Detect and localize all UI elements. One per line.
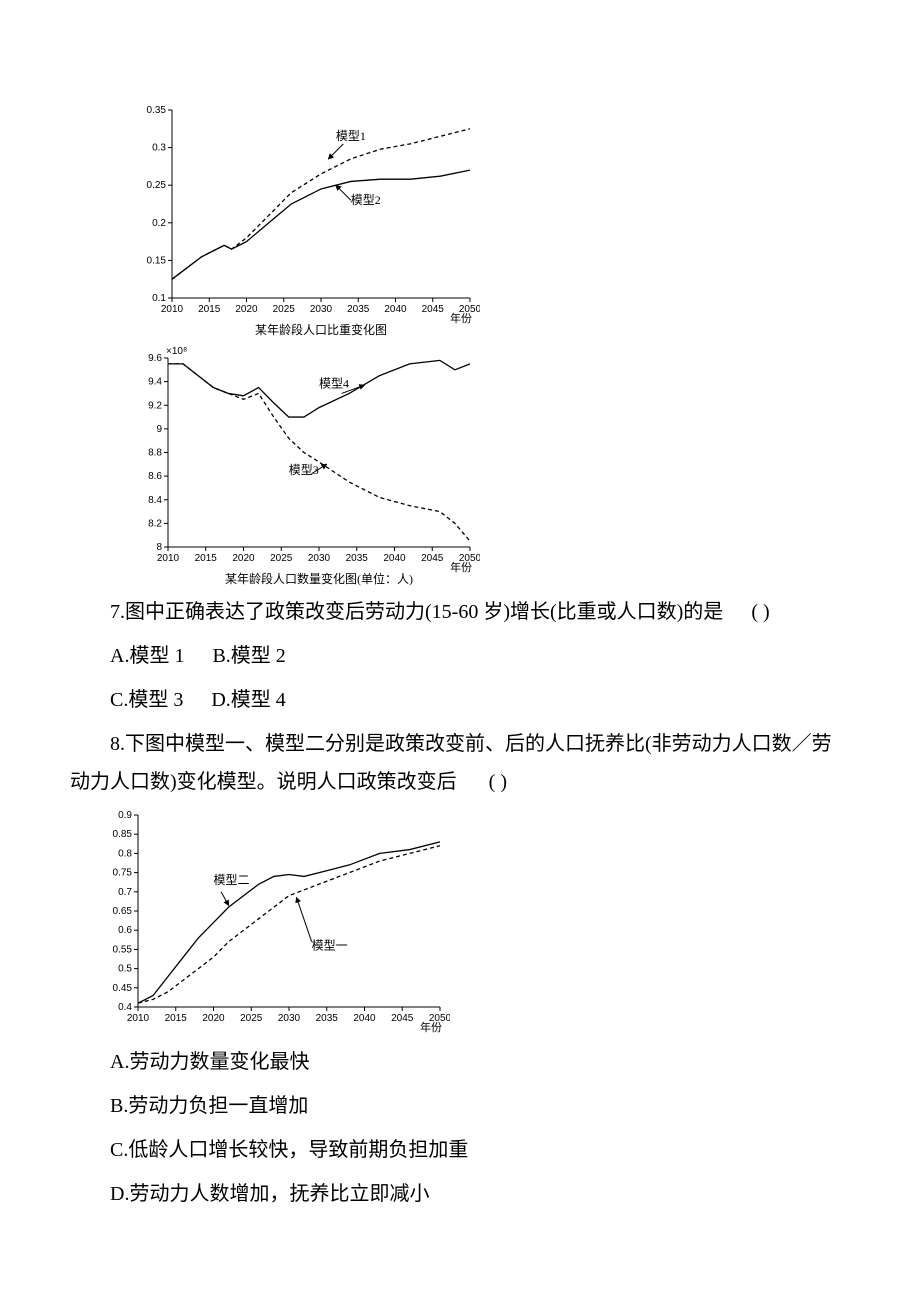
svg-text:8.6: 8.6 bbox=[148, 471, 162, 482]
svg-text:2035: 2035 bbox=[316, 1013, 339, 1024]
svg-text:2035: 2035 bbox=[346, 553, 369, 564]
svg-text:0.2: 0.2 bbox=[152, 218, 166, 229]
q8-paren: ( ) bbox=[489, 771, 507, 793]
q7-stem: 7.图中正确表达了政策改变后劳动力(15-60 岁)增长(比重或人口数)的是 bbox=[110, 601, 723, 623]
svg-text:9.2: 9.2 bbox=[148, 400, 162, 411]
q7-options-cd: C.模型 3 D.模型 4 bbox=[70, 681, 850, 719]
svg-text:模型二: 模型二 bbox=[214, 873, 250, 887]
svg-text:模型1: 模型1 bbox=[336, 129, 366, 143]
q7-paren: ( ) bbox=[751, 601, 769, 623]
svg-text:某年龄段人口比重变化图: 某年龄段人口比重变化图 bbox=[255, 322, 387, 337]
q8-opt-b: B.劳动力负担一直增加 bbox=[70, 1087, 850, 1125]
q8-opt-a: A.劳动力数量变化最快 bbox=[70, 1043, 850, 1081]
svg-text:模型2: 模型2 bbox=[351, 193, 381, 207]
svg-text:0.65: 0.65 bbox=[113, 906, 133, 917]
svg-text:2010: 2010 bbox=[161, 304, 184, 315]
q7-options-ab: A.模型 1 B.模型 2 bbox=[70, 637, 850, 675]
svg-text:2030: 2030 bbox=[310, 304, 333, 315]
svg-text:年份: 年份 bbox=[450, 560, 472, 574]
svg-text:2045: 2045 bbox=[422, 304, 445, 315]
q7-opt-d: D.模型 4 bbox=[211, 689, 285, 711]
q8-stem: 8.下图中模型一、模型二分别是政策改变前、后的人口抚养比(非劳动力人口数／劳动力… bbox=[70, 733, 832, 793]
svg-text:9.4: 9.4 bbox=[148, 377, 162, 388]
svg-text:0.55: 0.55 bbox=[113, 944, 133, 955]
svg-text:9.6: 9.6 bbox=[148, 353, 162, 364]
svg-text:0.35: 0.35 bbox=[147, 105, 167, 116]
svg-text:0.25: 0.25 bbox=[147, 180, 167, 191]
svg-text:2045: 2045 bbox=[421, 553, 444, 564]
svg-text:2015: 2015 bbox=[195, 553, 218, 564]
svg-text:2015: 2015 bbox=[198, 304, 221, 315]
svg-text:0.6: 0.6 bbox=[118, 925, 132, 936]
svg-text:0.85: 0.85 bbox=[113, 829, 133, 840]
q8-opt-c: C.低龄人口增长较快，导致前期负担加重 bbox=[70, 1131, 850, 1169]
svg-text:年份: 年份 bbox=[450, 311, 472, 325]
chart-dependency-ratio: 2010201520202025203020352040204520500.40… bbox=[100, 807, 850, 1037]
svg-text:2035: 2035 bbox=[347, 304, 370, 315]
svg-text:模型3: 模型3 bbox=[289, 463, 319, 477]
svg-text:0.15: 0.15 bbox=[147, 255, 167, 266]
svg-text:×10⁸: ×10⁸ bbox=[166, 346, 187, 357]
svg-text:0.7: 0.7 bbox=[118, 887, 132, 898]
svg-text:2030: 2030 bbox=[278, 1013, 301, 1024]
svg-text:0.45: 0.45 bbox=[113, 983, 133, 994]
svg-text:2030: 2030 bbox=[308, 553, 331, 564]
svg-text:0.1: 0.1 bbox=[152, 293, 166, 304]
svg-text:2010: 2010 bbox=[157, 553, 180, 564]
svg-text:2025: 2025 bbox=[240, 1013, 263, 1024]
svg-text:0.75: 0.75 bbox=[113, 868, 133, 879]
svg-text:0.4: 0.4 bbox=[118, 1002, 132, 1013]
q8-opt-d: D.劳动力人数增加，抚养比立即减小 bbox=[70, 1175, 850, 1213]
svg-text:2040: 2040 bbox=[383, 553, 406, 564]
svg-text:2025: 2025 bbox=[270, 553, 293, 564]
svg-text:某年龄段人口数量变化图(单位：人): 某年龄段人口数量变化图(单位：人) bbox=[225, 571, 413, 586]
svg-text:2040: 2040 bbox=[384, 304, 407, 315]
svg-text:2010: 2010 bbox=[127, 1013, 150, 1024]
svg-text:2020: 2020 bbox=[202, 1013, 225, 1024]
chart-age-ratio: 2010201520202025203020352040204520500.10… bbox=[130, 100, 850, 338]
svg-text:年份: 年份 bbox=[420, 1020, 442, 1034]
svg-text:8.8: 8.8 bbox=[148, 448, 162, 459]
svg-text:2040: 2040 bbox=[353, 1013, 376, 1024]
question-7-text: 7.图中正确表达了政策改变后劳动力(15-60 岁)增长(比重或人口数)的是 (… bbox=[70, 593, 850, 631]
chart-age-count: 20102015202020252030203520402045205088.2… bbox=[130, 342, 850, 587]
svg-text:2045: 2045 bbox=[391, 1013, 414, 1024]
svg-text:模型4: 模型4 bbox=[319, 377, 349, 391]
svg-text:8.2: 8.2 bbox=[148, 518, 162, 529]
svg-text:9: 9 bbox=[156, 424, 162, 435]
question-8-text: 8.下图中模型一、模型二分别是政策改变前、后的人口抚养比(非劳动力人口数／劳动力… bbox=[70, 725, 850, 801]
svg-text:2015: 2015 bbox=[165, 1013, 188, 1024]
svg-text:2020: 2020 bbox=[235, 304, 258, 315]
svg-text:2025: 2025 bbox=[273, 304, 296, 315]
q7-opt-c: C.模型 3 bbox=[110, 689, 183, 711]
q7-opt-a: A.模型 1 bbox=[110, 645, 184, 667]
q7-opt-b: B.模型 2 bbox=[212, 645, 285, 667]
svg-text:0.8: 0.8 bbox=[118, 848, 132, 859]
svg-text:0.5: 0.5 bbox=[118, 964, 132, 975]
svg-text:0.9: 0.9 bbox=[118, 810, 132, 821]
svg-text:8: 8 bbox=[156, 542, 162, 553]
svg-text:8.4: 8.4 bbox=[148, 495, 162, 506]
svg-text:2020: 2020 bbox=[232, 553, 255, 564]
svg-text:0.3: 0.3 bbox=[152, 143, 166, 154]
svg-text:模型一: 模型一 bbox=[312, 938, 348, 952]
